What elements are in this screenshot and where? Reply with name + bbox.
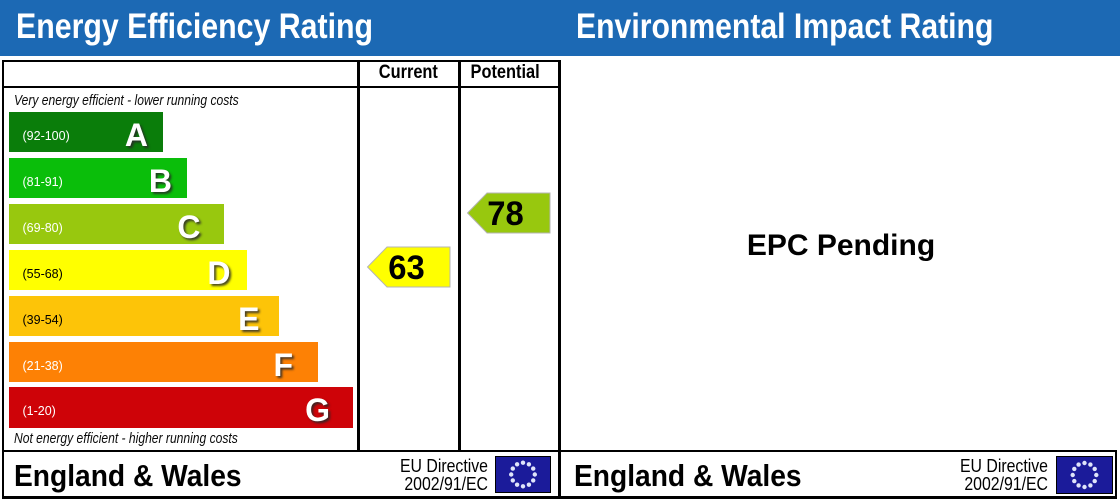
svg-text:63: 63 — [388, 249, 425, 287]
svg-text:78: 78 — [487, 195, 524, 233]
